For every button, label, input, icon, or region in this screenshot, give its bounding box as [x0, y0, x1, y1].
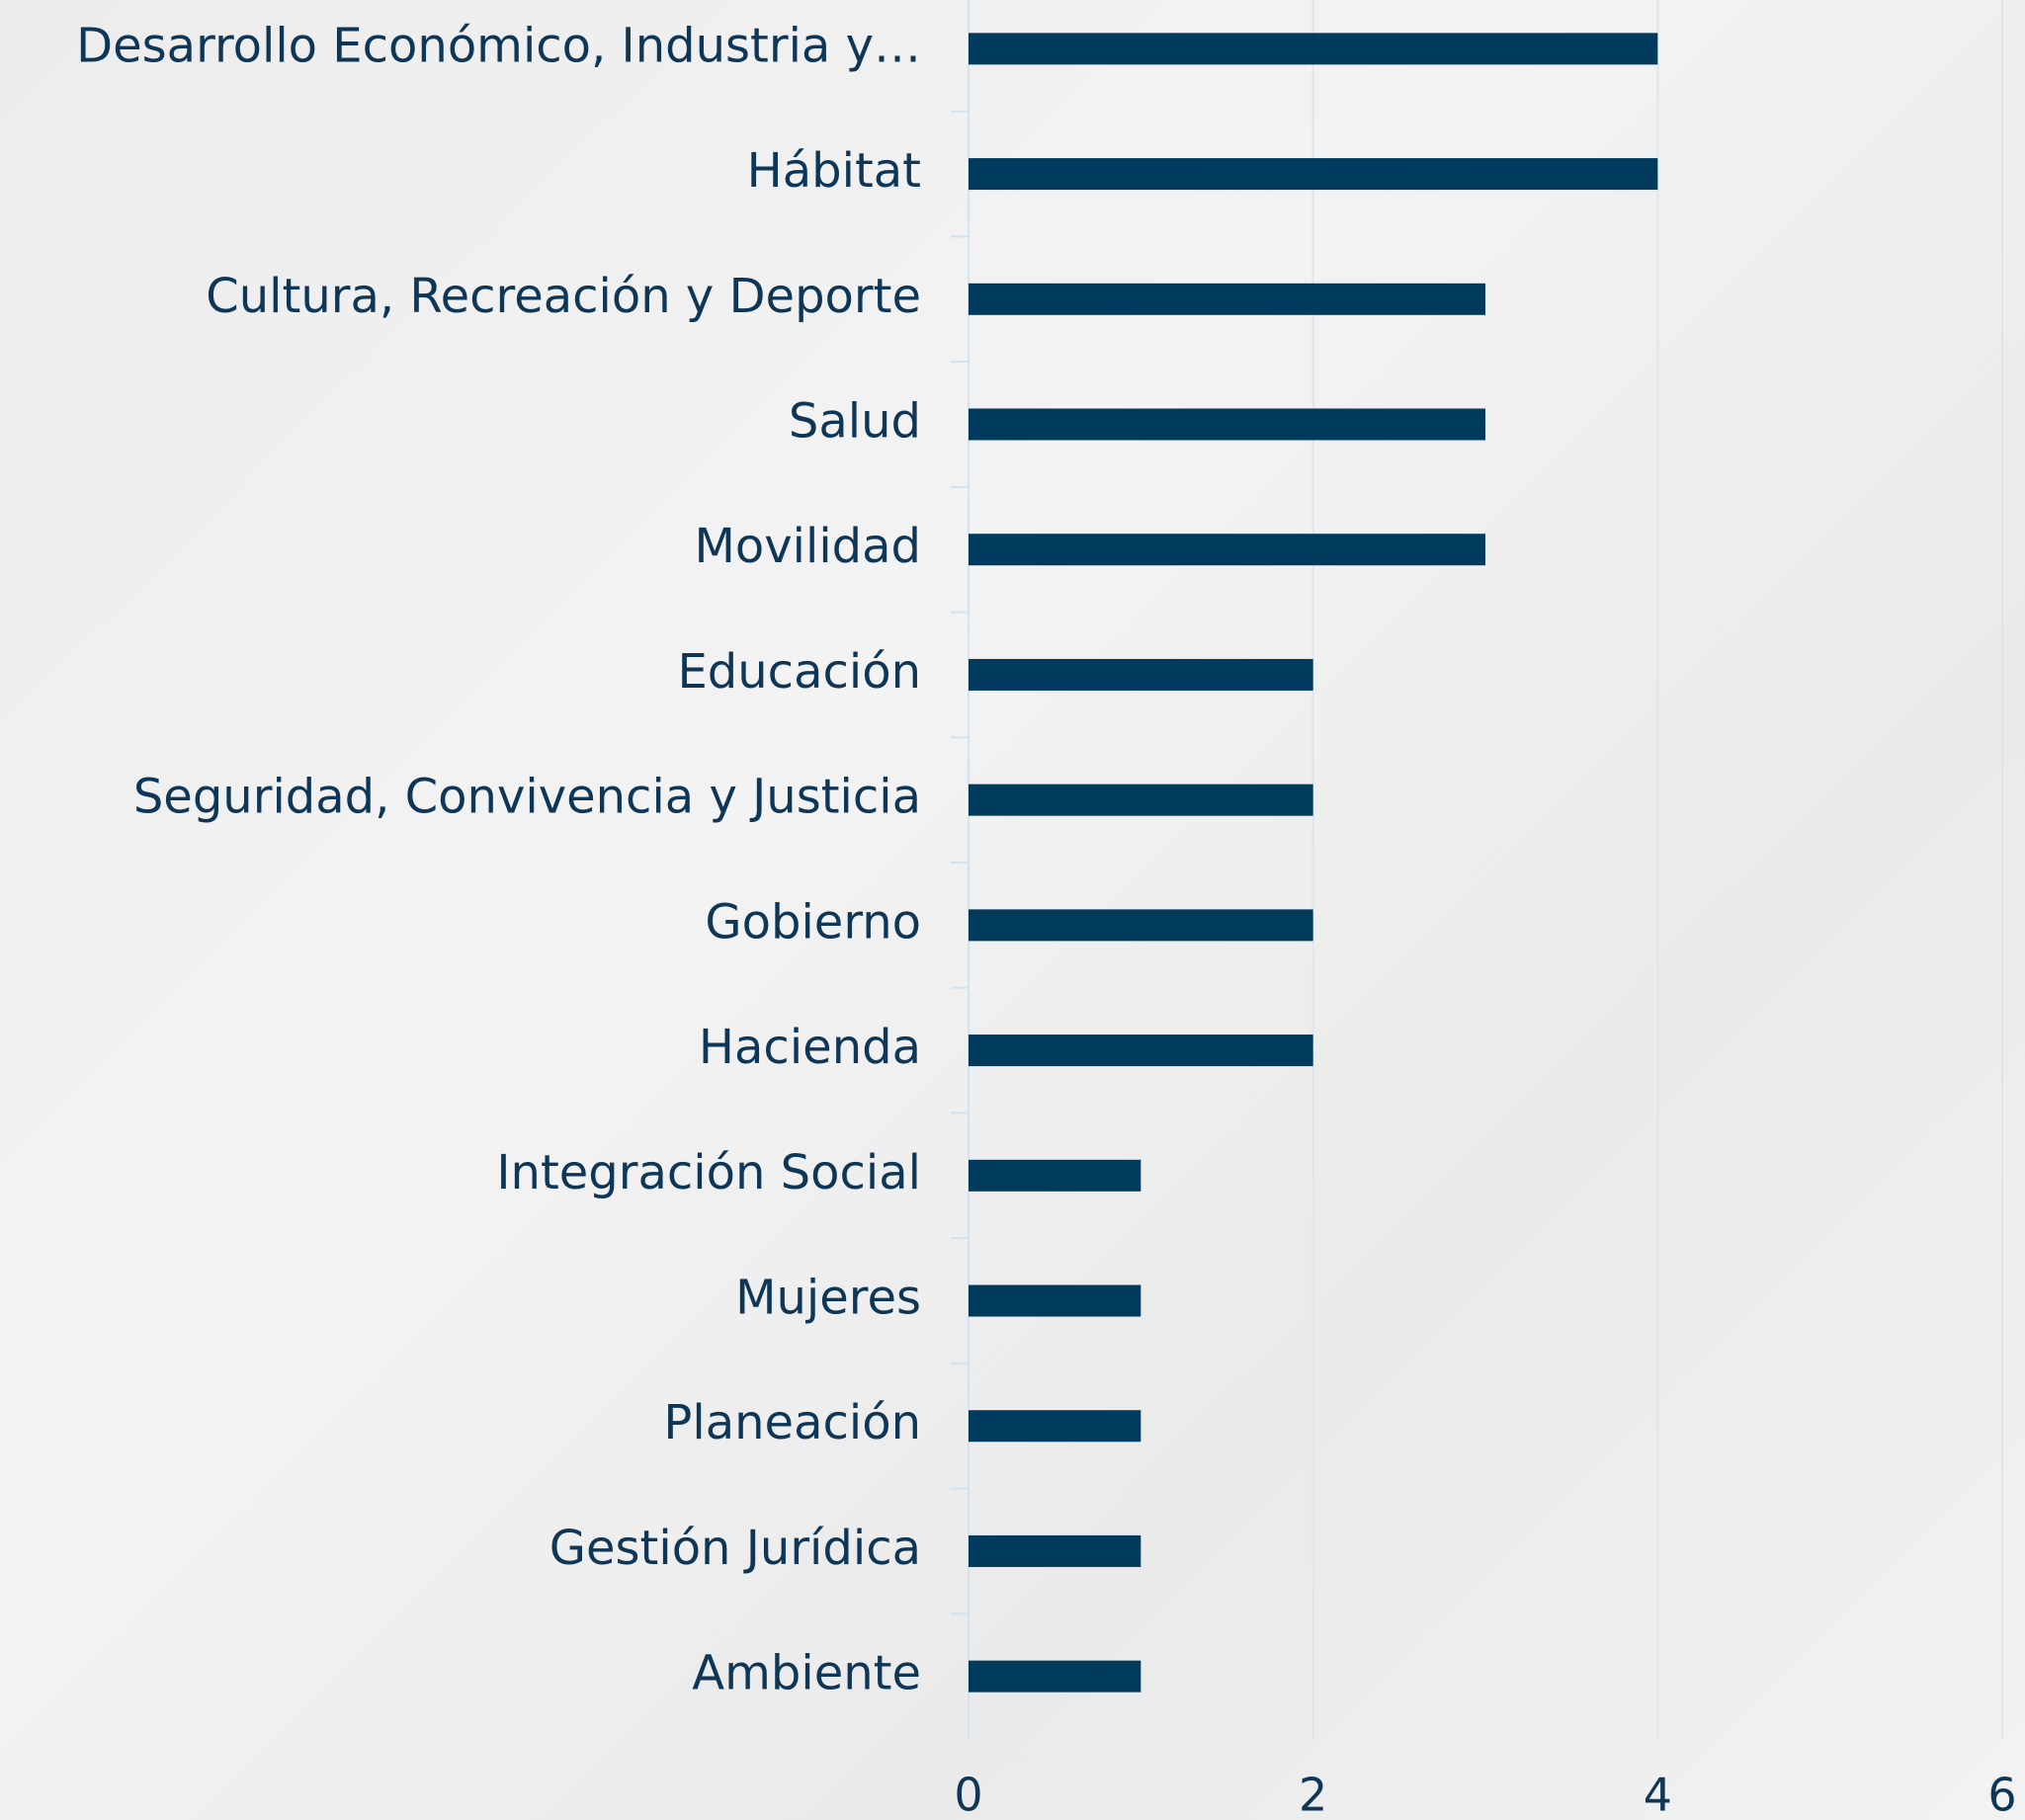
- y-tick-label: Integración Social: [496, 1145, 921, 1200]
- y-tick-label: Seguridad, Convivencia y Justicia: [133, 770, 921, 825]
- bar: [969, 408, 1485, 441]
- bar: [969, 1660, 1141, 1693]
- x-tick-label: 2: [1299, 1769, 1327, 1820]
- x-tick-label: 4: [1644, 1769, 1672, 1820]
- bar: [969, 909, 1313, 942]
- y-tick-label: Desarrollo Económico, Industria y…: [76, 18, 921, 73]
- y-tick-label: Hacienda: [699, 1020, 921, 1075]
- y-tick-label: Salud: [789, 394, 921, 450]
- bar: [969, 1410, 1141, 1443]
- bar: [969, 784, 1313, 816]
- bar: [969, 1284, 1141, 1317]
- x-tick-label: 0: [954, 1769, 982, 1820]
- bar: [969, 1534, 1141, 1567]
- bar: [969, 33, 1658, 65]
- y-tick-label: Gobierno: [705, 894, 921, 950]
- y-tick-label: Planeación: [663, 1395, 921, 1450]
- bar: [969, 158, 1658, 191]
- y-tick-label: Educación: [677, 644, 921, 700]
- y-tick-label: Cultura, Recreación y Deporte: [206, 269, 921, 324]
- bar: [969, 534, 1485, 566]
- bar: [969, 1034, 1313, 1067]
- y-tick-label: Gestión Jurídica: [549, 1521, 921, 1576]
- bar: [969, 1159, 1141, 1192]
- y-tick-label: Hábitat: [747, 143, 921, 199]
- y-tick-label: Ambiente: [692, 1646, 921, 1701]
- x-tick-label: 6: [1987, 1769, 2016, 1820]
- y-tick-label: Movilidad: [694, 519, 921, 574]
- bar: [969, 658, 1313, 691]
- y-tick-label: Mujeres: [735, 1271, 921, 1326]
- bar: [969, 283, 1485, 315]
